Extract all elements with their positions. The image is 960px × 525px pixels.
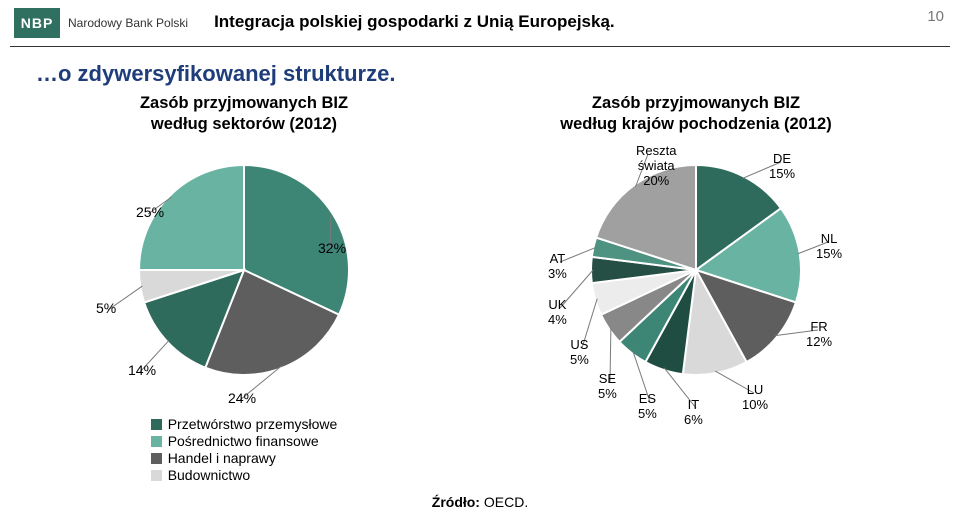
slice-label-it: IT6% <box>684 398 703 428</box>
legend-row: Budownictwo <box>151 467 338 483</box>
legend-label: Budownictwo <box>168 467 251 483</box>
slice-label-rest: Resztaświata20% <box>636 144 676 189</box>
subtitle: …o zdywersyfikowanej strukturze. <box>36 61 960 87</box>
page-number: 10 <box>927 8 944 25</box>
slice-label-nl: NL15% <box>816 232 842 262</box>
slice-label-es: ES5% <box>638 392 657 422</box>
header-title: Integracja polskiej gospodarki z Unią Eu… <box>214 12 615 32</box>
legend-swatch <box>151 470 162 481</box>
right-chart: Zasób przyjmowanych BIZwedług krajów poc… <box>526 93 866 435</box>
slice-label-pp: 14% <box>128 362 156 378</box>
right-chart-title: Zasób przyjmowanych BIZwedług krajów poc… <box>560 93 831 134</box>
slice-label-pf: 25% <box>136 204 164 220</box>
slice-label-us: US5% <box>570 338 589 368</box>
right-chart-canvas: DE15% NL15% FR12% LU10% IT6% ES5% SE5% US5%UK4%… <box>526 140 866 435</box>
slice-label-other: 32% <box>318 240 346 256</box>
slice-label-de: DE15% <box>769 152 795 182</box>
legend-label: Handel i naprawy <box>168 450 276 466</box>
legend-swatch <box>151 453 162 464</box>
left-chart: Zasób przyjmowanych BIZwedług sektorów (… <box>94 93 394 484</box>
left-chart-canvas: 32% 24% 14% 5% 25% <box>94 140 394 413</box>
page: NBP Narodowy Bank Polski Integracja pols… <box>0 0 960 525</box>
slice-label-fr: FR12% <box>806 320 832 350</box>
source: Źródło: OECD. <box>0 494 960 510</box>
legend-swatch <box>151 436 162 447</box>
right-pie-svg <box>526 140 866 430</box>
legend-row: Pośrednictwo finansowe <box>151 433 338 449</box>
legend-row: Handel i naprawy <box>151 450 338 466</box>
legend-label: Przetwórstwo przemysłowe <box>168 416 338 432</box>
legend-swatch <box>151 419 162 430</box>
header-rule <box>10 46 950 47</box>
slice-label-hn: 24% <box>228 390 256 406</box>
charts-row: Zasób przyjmowanych BIZwedług sektorów (… <box>0 93 960 484</box>
slice-label-se: SE5% <box>598 372 617 402</box>
left-chart-title: Zasób przyjmowanych BIZwedług sektorów (… <box>140 93 348 134</box>
source-label: Źródło: <box>432 494 480 510</box>
source-value: OECD. <box>484 494 528 510</box>
slice-label-lu: LU10% <box>742 383 768 413</box>
bank-name: Narodowy Bank Polski <box>68 16 188 30</box>
header: NBP Narodowy Bank Polski Integracja pols… <box>0 0 960 38</box>
slice-label-uk: UK4% <box>548 298 567 328</box>
nbp-badge: NBP <box>14 8 60 38</box>
left-legend: Przetwórstwo przemysłowePośrednictwo fin… <box>151 415 338 484</box>
legend-row: Przetwórstwo przemysłowe <box>151 416 338 432</box>
slice-label-bud: 5% <box>96 300 116 316</box>
slice-label-at: AT3% <box>548 252 567 282</box>
legend-label: Pośrednictwo finansowe <box>168 433 319 449</box>
